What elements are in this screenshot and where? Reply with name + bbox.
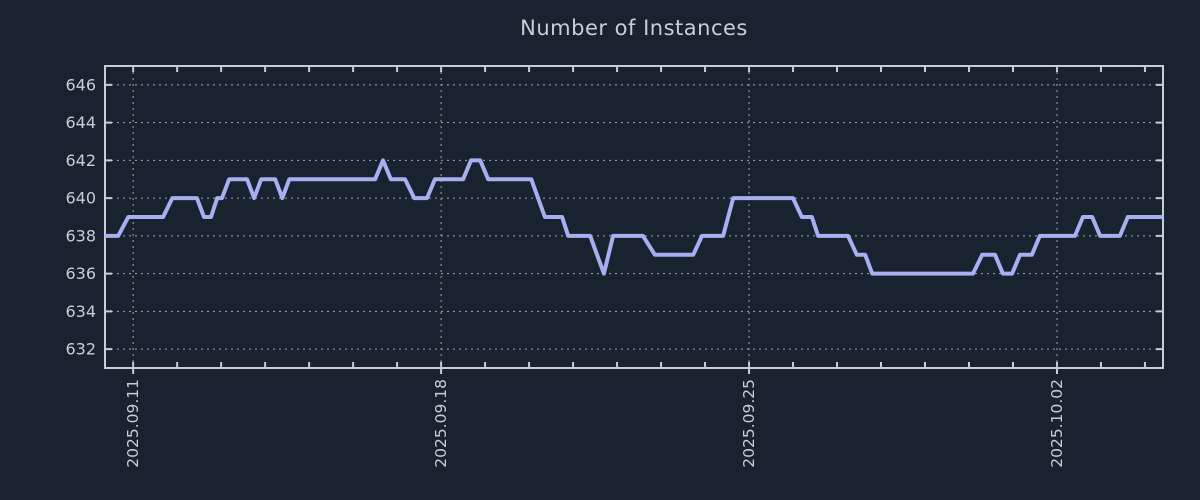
y-tick-label: 644 [65,113,96,132]
plot-border [104,65,1164,369]
x-tick-label: 2025.10.02 [1048,379,1066,468]
y-tick-label: 632 [65,340,96,359]
y-tick-label: 642 [65,151,96,170]
y-tick-label: 636 [65,264,96,283]
y-tick-label: 640 [65,189,96,208]
x-tick-label: 2025.09.11 [124,379,142,468]
y-tick-label: 638 [65,226,96,245]
series-line [105,158,1163,276]
x-tick-label: 2025.09.18 [432,379,450,468]
y-tick-label: 646 [65,75,96,94]
y-tick-label: 634 [65,302,96,321]
x-tick-label: 2025.09.25 [740,379,758,468]
chart-title: Number of Instances [520,16,748,40]
